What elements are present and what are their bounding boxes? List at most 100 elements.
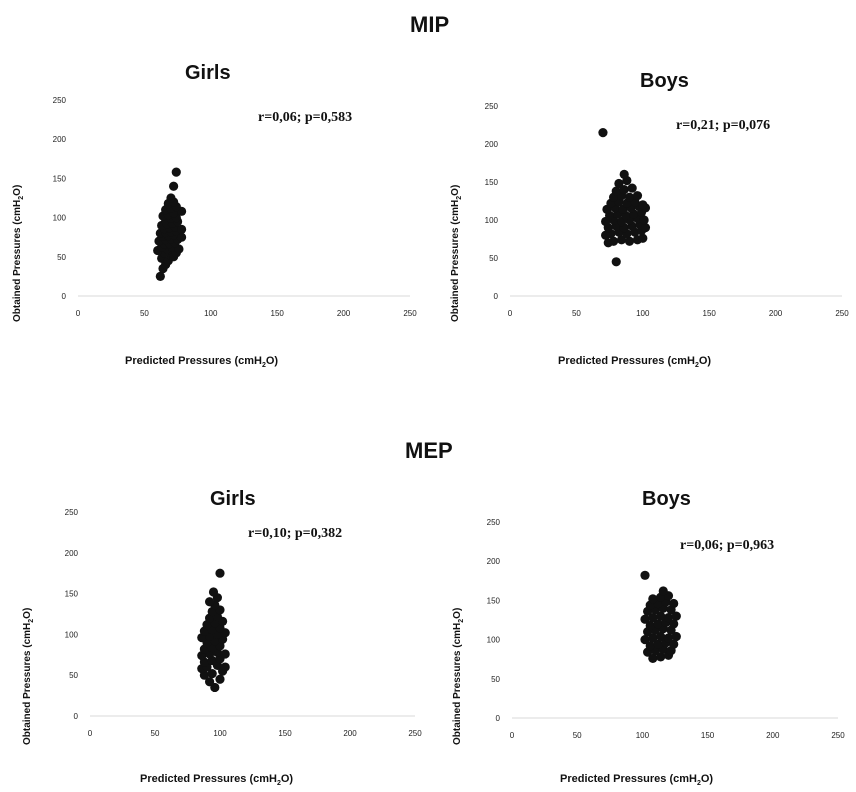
- y-tick-label: 150: [485, 178, 499, 187]
- data-point: [608, 236, 619, 246]
- x-tick-label: 100: [204, 309, 218, 318]
- y-tick-label: 250: [53, 96, 67, 105]
- chart-title: Boys: [642, 488, 691, 510]
- data-point: [645, 620, 655, 631]
- y-tick-label: 0: [496, 714, 501, 723]
- x-tick-label: 100: [636, 731, 650, 740]
- data-point: [663, 613, 674, 623]
- y-tick-label: 50: [489, 254, 498, 263]
- data-point: [624, 236, 635, 246]
- x-tick-label: 100: [636, 309, 650, 318]
- data-point: [208, 587, 219, 597]
- mep-section-title: MEP: [405, 438, 453, 463]
- x-axis-label: Predicted Pressures (cmH2O): [558, 355, 712, 370]
- data-point: [669, 598, 679, 609]
- data-point: [215, 568, 225, 578]
- correlation-stats: r=0,06; p=0,583: [258, 110, 353, 125]
- x-tick-label: 50: [151, 729, 160, 738]
- data-point: [638, 200, 648, 210]
- data-point: [627, 183, 637, 193]
- y-tick-label: 150: [65, 590, 79, 599]
- data-point: [207, 668, 217, 679]
- y-tick-label: 100: [65, 630, 79, 639]
- y-tick-label: 50: [57, 253, 66, 262]
- data-point: [648, 594, 658, 604]
- data-point: [215, 674, 225, 684]
- data-point: [671, 611, 681, 621]
- x-axis-label: Predicted Pressures (cmH2O): [125, 355, 279, 370]
- data-point: [669, 619, 679, 629]
- x-tick-label: 50: [572, 309, 581, 318]
- correlation-stats: r=0,21; p=0,076: [676, 118, 771, 133]
- chart-title: Boys: [640, 70, 689, 92]
- x-tick-label: 0: [510, 731, 515, 740]
- data-point: [220, 662, 230, 672]
- y-tick-label: 250: [485, 102, 499, 111]
- chart-title: Girls: [185, 62, 231, 84]
- data-point: [155, 271, 165, 281]
- x-tick-label: 150: [701, 731, 715, 740]
- x-axis-label: Predicted Pressures (cmH2O): [140, 773, 294, 788]
- data-point: [648, 633, 658, 643]
- data-point: [624, 192, 635, 202]
- y-tick-label: 100: [487, 636, 501, 645]
- data-point: [205, 597, 215, 607]
- mip-section-title: MIP: [410, 12, 450, 37]
- data-point: [169, 181, 179, 191]
- y-tick-label: 50: [69, 671, 78, 680]
- data-point: [639, 215, 649, 225]
- x-tick-label: 150: [278, 729, 292, 738]
- data-point: [166, 193, 176, 203]
- data-point: [640, 223, 651, 233]
- y-tick-label: 200: [65, 549, 79, 558]
- x-tick-label: 50: [140, 309, 149, 318]
- data-point: [640, 635, 650, 645]
- chart-title: Girls: [210, 488, 256, 510]
- data-point: [611, 257, 621, 267]
- x-tick-label: 0: [76, 309, 81, 318]
- data-point: [614, 178, 624, 189]
- y-tick-label: 100: [53, 214, 67, 223]
- data-point: [671, 631, 681, 642]
- data-point: [619, 185, 629, 195]
- y-tick-label: 50: [491, 675, 500, 684]
- correlation-stats: r=0,06; p=0,963: [680, 538, 775, 553]
- data-point: [656, 611, 666, 621]
- x-axis-label: Predicted Pressures (cmH2O): [560, 773, 714, 788]
- data-point: [656, 631, 666, 642]
- x-tick-label: 100: [213, 729, 227, 738]
- y-tick-label: 200: [53, 135, 67, 144]
- data-point: [653, 619, 663, 629]
- data-point: [658, 586, 668, 596]
- x-tick-label: 200: [337, 309, 351, 318]
- y-tick-label: 100: [485, 216, 499, 225]
- x-tick-label: 250: [835, 309, 849, 318]
- y-tick-label: 250: [487, 518, 501, 527]
- y-tick-label: 150: [53, 174, 67, 183]
- x-tick-label: 250: [403, 309, 417, 318]
- data-point: [640, 614, 650, 624]
- data-point: [205, 677, 215, 687]
- x-tick-label: 50: [573, 731, 582, 740]
- y-tick-label: 150: [487, 596, 501, 605]
- x-tick-label: 200: [343, 729, 357, 738]
- x-tick-label: 200: [766, 731, 780, 740]
- x-tick-label: 250: [831, 731, 845, 740]
- x-tick-label: 200: [769, 309, 783, 318]
- y-tick-label: 200: [487, 557, 501, 566]
- y-tick-label: 0: [74, 712, 79, 721]
- data-point: [619, 169, 629, 179]
- data-point: [632, 191, 643, 201]
- data-point: [656, 652, 666, 662]
- data-point: [598, 128, 608, 138]
- x-tick-label: 150: [703, 309, 717, 318]
- data-point: [669, 639, 679, 649]
- y-tick-label: 0: [62, 292, 67, 301]
- data-point: [640, 570, 650, 580]
- data-point: [638, 233, 648, 243]
- data-point: [663, 633, 674, 643]
- data-point: [648, 653, 658, 664]
